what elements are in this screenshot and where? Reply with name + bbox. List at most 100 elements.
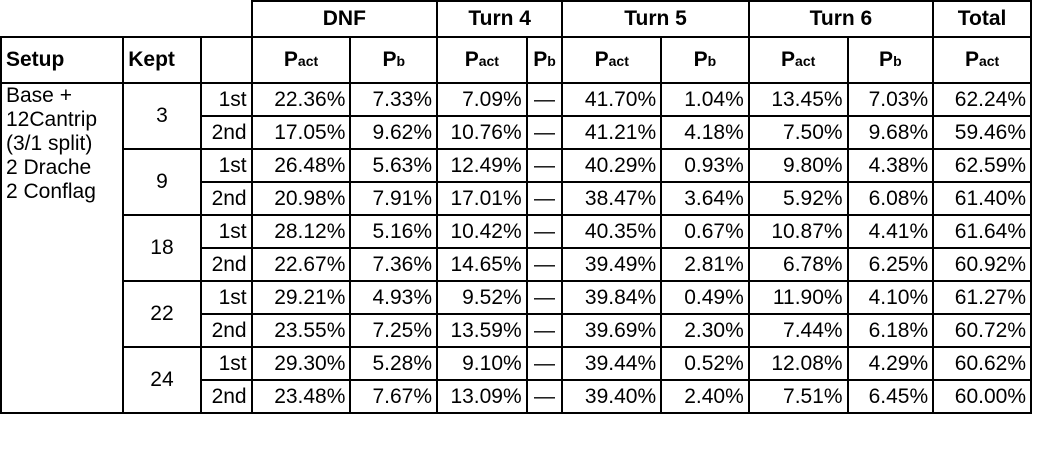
- p-symbol: P: [283, 48, 298, 71]
- value-cell: 40.35%: [561, 214, 663, 249]
- value-cell: 41.70%: [561, 82, 663, 117]
- p-symbol: P: [533, 48, 548, 71]
- p-header-b: Pb: [846, 36, 935, 84]
- p-subscript: act: [978, 53, 1000, 69]
- value-cell: 29.30%: [250, 346, 352, 381]
- value-cell: 6.18%: [846, 313, 935, 348]
- p-symbol: P: [693, 48, 708, 71]
- value-cell: 7.25%: [349, 313, 439, 348]
- group-header: Turn 5: [561, 0, 750, 38]
- table-row: 2nd 17.05% 9.62% 10.76% —41.21% 4.18% 7.50% 9.6…: [1, 115, 1032, 150]
- p-symbol: P: [879, 48, 894, 71]
- p-subscript: b: [893, 53, 902, 69]
- value-cell: 7.03%: [846, 82, 935, 117]
- value-cell: 20.98%: [250, 181, 352, 216]
- setup-line: Base +: [6, 84, 72, 107]
- setup-header: Setup: [0, 36, 125, 84]
- value-cell: 9.80%: [747, 148, 849, 183]
- value-cell: 4.18%: [660, 115, 750, 150]
- p-subscript: b: [707, 53, 717, 69]
- p-header-act: Pact: [436, 36, 528, 84]
- value-cell: 7.33%: [349, 82, 439, 117]
- empty-dash: —: [525, 280, 564, 315]
- p-symbol: P: [382, 48, 397, 71]
- value-cell: 6.25%: [846, 247, 935, 282]
- p-symbol: P: [964, 48, 979, 71]
- value-cell: 7.67%: [349, 379, 439, 414]
- value-cell: 3.64%: [660, 181, 750, 216]
- value-cell: 61.64%: [932, 214, 1032, 249]
- empty-dash: —: [525, 82, 564, 117]
- value-cell: 1.04%: [660, 82, 750, 117]
- table-row: 18 1st 28.12% 5.16% 10.42% —40.35% 0.67% 10.87%…: [1, 214, 1032, 282]
- value-cell: 40.29%: [561, 148, 663, 183]
- empty-dash: —: [525, 379, 564, 414]
- kept-value: 24: [122, 346, 202, 414]
- value-cell: 14.65%: [436, 247, 528, 282]
- value-cell: 4.41%: [846, 214, 935, 249]
- value-cell: 10.42%: [436, 214, 528, 249]
- value-cell: 62.59%: [932, 148, 1032, 183]
- sub-header-row: Setup Kept Pact Pb Pact Pb Pact Pb Pact Pb Pact: [0, 36, 1032, 84]
- value-cell: 2.81%: [660, 247, 750, 282]
- table-row: 22 1st 29.21% 4.93% 9.52% —39.84% 0.49% 11.90% 4…: [1, 280, 1032, 348]
- order-header-blank: [199, 36, 253, 84]
- value-cell: 61.27%: [932, 280, 1032, 315]
- value-cell: 5.63%: [349, 148, 439, 183]
- group-header: DNF: [250, 0, 439, 38]
- empty-dash: —: [525, 346, 564, 381]
- value-cell: 60.92%: [932, 247, 1032, 282]
- value-cell: 22.67%: [250, 247, 352, 282]
- value-cell: 7.44%: [747, 313, 849, 348]
- p-header-b: Pb: [349, 36, 439, 84]
- value-cell: 39.44%: [561, 346, 663, 381]
- empty-dash: —: [525, 115, 564, 150]
- value-cell: 7.91%: [349, 181, 439, 216]
- corner-blank: [1, 1, 253, 38]
- value-cell: 0.93%: [660, 148, 750, 183]
- value-cell: 17.05%: [250, 115, 352, 150]
- order-label: 2nd: [199, 247, 253, 282]
- value-cell: 6.78%: [747, 247, 849, 282]
- value-cell: 59.46%: [932, 115, 1032, 150]
- p-subscript: b: [547, 53, 556, 69]
- value-cell: 13.59%: [436, 313, 528, 348]
- value-cell: 41.21%: [561, 115, 663, 150]
- value-cell: 12.08%: [747, 346, 849, 381]
- p-header-b: Pb: [660, 36, 750, 84]
- table-row: 2nd 20.98% 7.91% 17.01% —38.47% 3.64% 5.92% 6.0…: [1, 181, 1032, 216]
- table-row: 2nd 23.48% 7.67% 13.09% —39.40% 2.40% 7.51% 6.4…: [1, 379, 1032, 414]
- p-subscript: act: [608, 53, 629, 69]
- p-subscript: act: [478, 53, 499, 69]
- value-cell: 9.52%: [436, 280, 528, 315]
- value-cell: 38.47%: [561, 181, 663, 216]
- value-cell: 13.09%: [436, 379, 528, 414]
- value-cell: 9.62%: [349, 115, 439, 150]
- value-cell: 2.30%: [660, 313, 750, 348]
- value-cell: 4.93%: [349, 280, 439, 315]
- p-header-act: Pact: [747, 36, 849, 84]
- value-cell: 60.72%: [932, 313, 1032, 348]
- value-cell: 9.10%: [436, 346, 528, 381]
- kept-value: 3: [122, 82, 202, 150]
- order-label: 1st: [199, 346, 253, 381]
- table-row: 9 1st 26.48% 5.63% 12.49% —40.29% 0.93% 9.80% 4.…: [1, 148, 1032, 216]
- value-cell: 7.50%: [747, 115, 849, 150]
- value-cell: 39.69%: [561, 313, 663, 348]
- empty-dash: —: [525, 148, 564, 183]
- value-cell: 23.55%: [250, 313, 352, 348]
- order-label: 2nd: [199, 115, 253, 150]
- kept-value: 9: [122, 148, 202, 216]
- value-cell: 39.84%: [561, 280, 663, 315]
- value-cell: 23.48%: [250, 379, 352, 414]
- empty-dash: —: [525, 214, 564, 249]
- table-row: 2nd 22.67% 7.36% 14.65% —39.49% 2.81% 6.78% 6.2…: [1, 247, 1032, 282]
- group-header: Turn 4: [436, 0, 564, 38]
- value-cell: 0.67%: [660, 214, 750, 249]
- value-cell: 6.45%: [846, 379, 935, 414]
- empty-dash: —: [525, 247, 564, 282]
- value-cell: 7.09%: [436, 82, 528, 117]
- order-label: 1st: [199, 148, 253, 183]
- p-header-b: Pb: [525, 36, 564, 84]
- group-header: Turn 6: [747, 0, 935, 38]
